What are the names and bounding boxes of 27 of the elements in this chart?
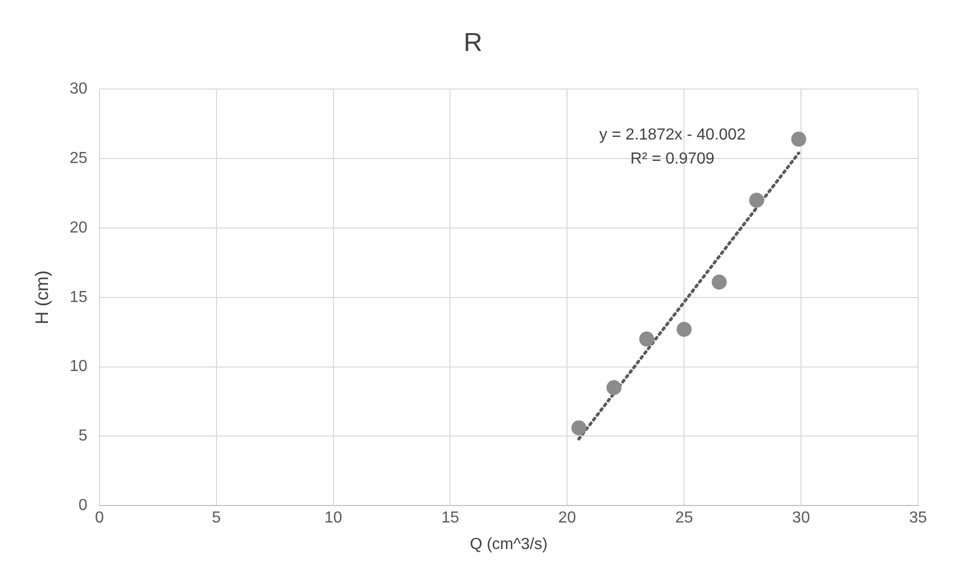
annotation: y = 2.1872x - 40.002 <box>599 126 746 144</box>
x-tick-label: 20 <box>558 510 576 527</box>
y-tick-label: 5 <box>78 428 88 445</box>
point <box>676 322 692 337</box>
x-tick-label: 25 <box>675 510 694 527</box>
y-tick-label: 10 <box>70 358 88 376</box>
y-tick-label: 20 <box>70 219 88 236</box>
point <box>712 274 727 290</box>
point <box>791 132 806 147</box>
x-axis-title: Q (cm^3/s) <box>470 536 548 553</box>
x-tick-label: 5 <box>212 510 221 527</box>
x-tick-label: 30 <box>792 510 810 527</box>
point <box>571 420 586 436</box>
y-axis-title: H (cm) <box>32 270 52 324</box>
x-tick-label: 0 <box>94 510 104 527</box>
point <box>749 192 764 208</box>
y-tick-label: 0 <box>78 497 88 514</box>
y-tick-label: 30 <box>70 80 88 98</box>
y-tick-label: 15 <box>70 288 88 306</box>
x-tick-label: 15 <box>441 510 460 527</box>
annotation: R² = 0.9709 <box>630 150 715 168</box>
y-tick-label: 25 <box>70 150 88 168</box>
x-tick-label: 35 <box>909 510 927 527</box>
x-tick-label: 10 <box>324 510 342 527</box>
chart-title: R <box>464 26 482 57</box>
point <box>639 332 654 347</box>
point <box>606 380 622 396</box>
